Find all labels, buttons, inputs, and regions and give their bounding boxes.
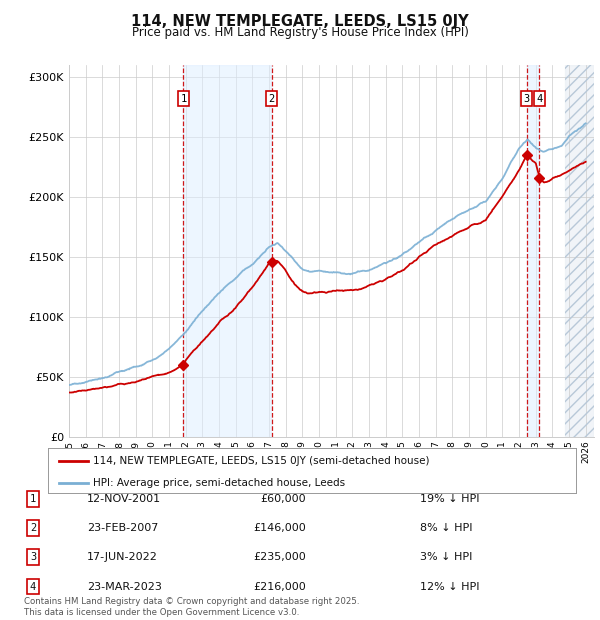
Text: 3: 3 — [524, 94, 530, 104]
Bar — [527, 65, 539, 437]
Text: 19% ↓ HPI: 19% ↓ HPI — [420, 494, 479, 504]
Text: 1: 1 — [181, 94, 187, 104]
Text: 23-MAR-2023: 23-MAR-2023 — [87, 582, 162, 591]
Text: Contains HM Land Registry data © Crown copyright and database right 2025.
This d: Contains HM Land Registry data © Crown c… — [24, 598, 359, 617]
Text: 3: 3 — [30, 552, 36, 562]
Text: 1: 1 — [30, 494, 36, 504]
Text: 12-NOV-2001: 12-NOV-2001 — [87, 494, 161, 504]
Text: Price paid vs. HM Land Registry's House Price Index (HPI): Price paid vs. HM Land Registry's House … — [131, 26, 469, 39]
Text: 23-FEB-2007: 23-FEB-2007 — [87, 523, 158, 533]
Text: 2: 2 — [268, 94, 275, 104]
Text: £60,000: £60,000 — [260, 494, 306, 504]
Text: 12% ↓ HPI: 12% ↓ HPI — [420, 582, 479, 591]
Bar — [184, 65, 271, 437]
Text: 4: 4 — [536, 94, 542, 104]
Text: 114, NEW TEMPLEGATE, LEEDS, LS15 0JY: 114, NEW TEMPLEGATE, LEEDS, LS15 0JY — [131, 14, 469, 29]
Text: 3% ↓ HPI: 3% ↓ HPI — [420, 552, 472, 562]
Text: £146,000: £146,000 — [253, 523, 306, 533]
Bar — [565, 65, 594, 437]
Text: HPI: Average price, semi-detached house, Leeds: HPI: Average price, semi-detached house,… — [93, 478, 345, 488]
Text: 4: 4 — [30, 582, 36, 591]
Text: 17-JUN-2022: 17-JUN-2022 — [87, 552, 158, 562]
Text: 114, NEW TEMPLEGATE, LEEDS, LS15 0JY (semi-detached house): 114, NEW TEMPLEGATE, LEEDS, LS15 0JY (se… — [93, 456, 430, 466]
Text: £235,000: £235,000 — [253, 552, 306, 562]
Text: £216,000: £216,000 — [253, 582, 306, 591]
Text: 2: 2 — [30, 523, 36, 533]
Text: 8% ↓ HPI: 8% ↓ HPI — [420, 523, 473, 533]
Bar — [565, 65, 594, 437]
